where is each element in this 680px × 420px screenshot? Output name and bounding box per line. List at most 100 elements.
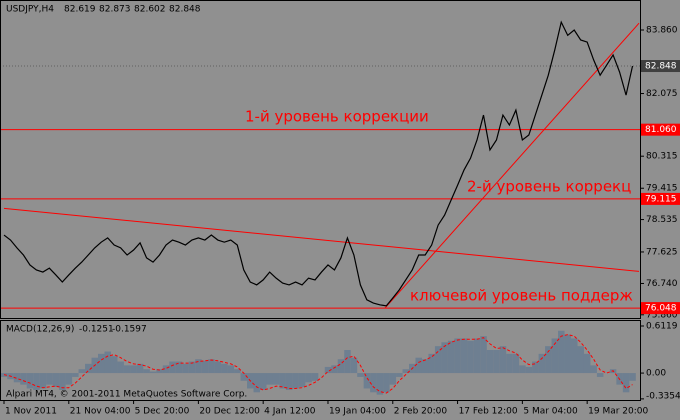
macd-bar [486,350,494,374]
macd-bar [558,330,565,374]
macd-bar [182,363,189,374]
y-tick-label: -0.3354 [646,392,680,402]
level-box [641,123,680,136]
signal-line [3,334,633,394]
macd-bar [259,373,267,390]
macd-bar [311,373,319,381]
macd-bar [117,361,124,374]
y-tick-label: 76.740 [646,279,678,289]
macd-bar [344,350,351,374]
macd-bar [519,365,526,374]
macd-bar [214,361,222,374]
x-tick-label: 1 Nov 2011 [5,407,57,417]
macd-bar [389,373,397,385]
y-tick-label: 75.860 [646,310,678,320]
macd-reading: -0.1597 [112,325,147,335]
x-tick-label: 5 Dec 20:00 [135,407,190,417]
x-tick-label: 4 Jan 12:00 [264,407,316,417]
macd-bar [46,373,53,385]
macd-bar [130,365,137,374]
macd-bar [596,373,604,377]
macd-bar [240,373,248,381]
macd-bar [525,366,533,374]
macd-bar [123,365,131,374]
macd-bar [324,366,332,374]
macd-bar [162,365,170,374]
macd-bar [156,369,163,374]
macd-plot [1,330,636,395]
macd-bar [110,356,118,374]
macd-bar [85,363,92,374]
macd-bar [564,334,572,374]
macd-bar [480,336,487,374]
y-tick-label: 0.6119 [646,322,678,332]
macd-bar [104,351,111,374]
macd-bar [78,369,86,374]
macd-bar [421,359,429,374]
macd-bar [208,359,215,374]
macd-bar [622,373,630,393]
macd-bar [149,371,157,374]
macd-bar [434,346,442,374]
y-tick-label: 79.415 [646,184,678,194]
macd-bar [143,369,150,374]
x-tick-label: 17 Feb 12:00 [459,407,518,417]
macd-bar [447,340,455,374]
macd-bar [234,369,241,374]
macd-bar [629,373,636,381]
annotation: 1-й уровень коррекции [245,108,429,126]
macd-bar [545,346,552,374]
macd-bar [532,361,539,374]
x-tick-label: 5 Mar 04:00 [523,407,578,417]
macd-bar [221,363,228,374]
ohlc-close: 82.848 [169,5,201,15]
macd-bar [39,373,47,389]
macd-bar [370,373,377,393]
macd-bar [499,346,507,374]
macd-bar [350,357,358,374]
labels: USDJPY,H4 82.619 82.873 82.602 82.848 MA… [6,5,247,400]
macd-bar [279,373,286,389]
macd-bar [571,338,578,374]
axes: 83.860 82.075 80.315 79.415 78.535 77.625 76.7… [3,25,680,417]
macd-bar [493,350,500,374]
y-tick-label: 82.075 [646,89,678,99]
macd-bar [363,373,371,389]
current-price-box [641,60,680,73]
macd-bar [337,359,345,374]
macd-bar [512,353,520,374]
macd-bar [460,338,468,374]
level-box [641,192,680,205]
macd-bar [97,353,105,374]
x-tick-label: 19 Jan 04:00 [329,407,386,417]
macd-bar [538,353,546,374]
macd-bar [551,338,559,374]
x-tick-label: 19 Mar 20:00 [588,407,648,417]
macd-bar [467,340,474,374]
x-tick-label: 21 Nov 04:00 [70,407,131,417]
macd-bar [169,361,176,374]
price-line [3,20,634,307]
level-label: 81.060 [645,125,677,135]
macd-bar [253,373,261,393]
y-tick-label: 0.00 [646,369,666,379]
macd-bar [473,338,481,374]
current-price-label: 82.848 [645,62,677,72]
macd-bar [331,365,338,374]
macd-bar [583,353,591,374]
macd-title: MACD(12,26,9) [6,325,74,335]
macd-bar [402,369,410,374]
macd-bar [175,361,183,374]
main-pane [0,0,641,319]
y-tick-label: 80.315 [646,152,678,162]
trendline [3,207,640,272]
symbol: USDJPY,H4 [6,5,54,15]
macd-bar [227,365,235,374]
macd-bar [383,373,390,393]
ohlc-open: 82.619 [64,5,96,15]
macd-bar [292,373,299,389]
macd-bar [428,353,435,374]
macd-bar [266,373,273,385]
level-label: 76.048 [645,304,677,314]
